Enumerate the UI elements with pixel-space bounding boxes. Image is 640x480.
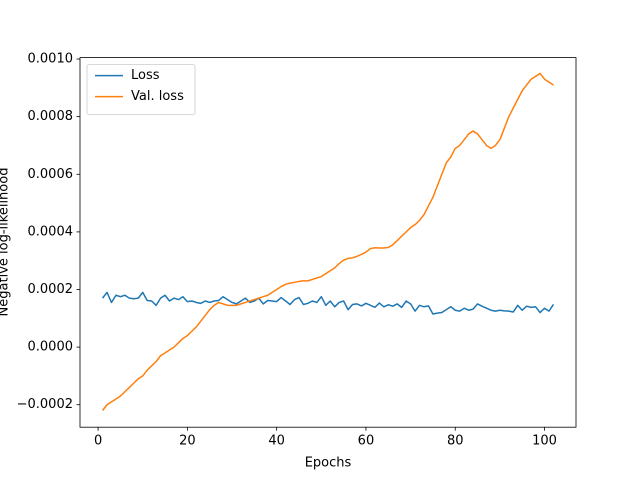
y-tick-label: 0.0006	[28, 167, 74, 182]
y-axis-label: Negative log-likelihood	[0, 168, 12, 317]
x-tick-label: 60	[358, 434, 375, 449]
y-tick-label: 0.0004	[28, 224, 74, 239]
x-tick-label: 40	[268, 434, 285, 449]
y-tick-label: 0.0002	[28, 282, 74, 297]
legend-label: Val. loss	[131, 89, 184, 104]
x-tick-label: 0	[94, 434, 102, 449]
series-line	[101, 72, 554, 411]
x-tick-label: 20	[179, 434, 196, 449]
y-tick-label: 0.0000	[28, 340, 74, 355]
legend-label: Loss	[131, 68, 160, 83]
y-tick-label: −0.0002	[17, 397, 73, 412]
legend-box	[86, 64, 196, 115]
x-tick-label: 80	[447, 434, 464, 449]
x-axis-label: Epochs	[305, 456, 352, 471]
plot-frame	[79, 57, 577, 428]
y-tick-label: 0.0010	[28, 52, 74, 67]
series-line	[101, 291, 555, 315]
y-tick-label: 0.0008	[28, 109, 74, 124]
x-tick-label: 100	[532, 434, 557, 449]
